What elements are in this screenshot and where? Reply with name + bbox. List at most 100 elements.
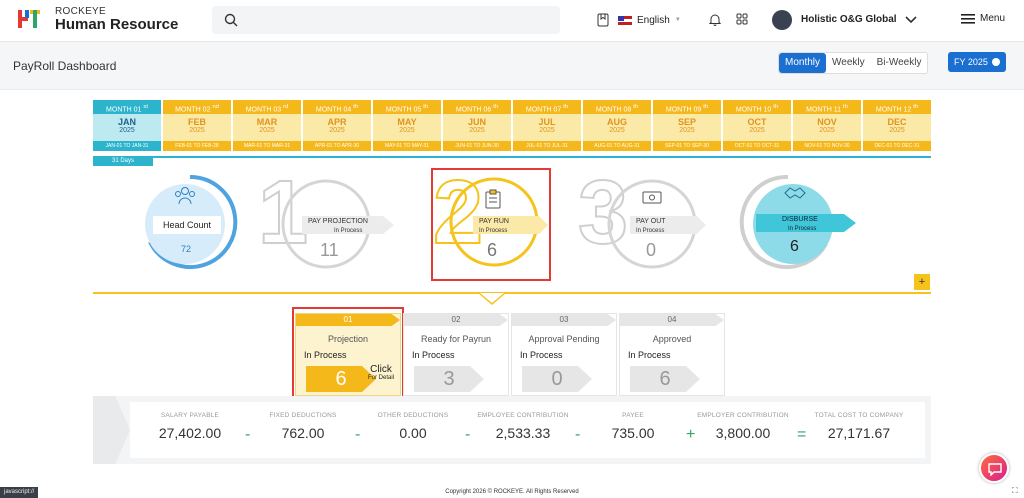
month-card-dec[interactable]: MONTH 12 th DEC 2025 DEC-01 TO DEC-31 xyxy=(863,100,931,151)
month-range: DEC-01 TO DEC-31 xyxy=(863,141,931,151)
handshake-icon xyxy=(784,187,806,199)
highlight-box xyxy=(431,168,551,281)
step-title: Approval Pending xyxy=(528,334,600,344)
month-name: OCT xyxy=(747,117,767,127)
step-title: Projection xyxy=(327,334,369,344)
month-name: DEC xyxy=(887,117,907,127)
summary-arrow xyxy=(93,396,130,464)
month-number: MONTH 06 xyxy=(455,106,492,114)
avatar[interactable] xyxy=(772,10,792,30)
add-button[interactable]: + xyxy=(914,274,930,290)
team-icon xyxy=(175,187,195,205)
bookmark-icon[interactable] xyxy=(597,13,609,27)
step-approved[interactable]: 04 Approved In Process 6 xyxy=(619,313,725,396)
stage-divider xyxy=(93,292,931,294)
user-name[interactable]: Holistic O&G Global xyxy=(801,14,897,25)
top-header: ROCKEYE Human Resource English ▼ Holisti… xyxy=(0,0,1024,42)
stage-disburse[interactable]: DISBURSE In Process 6 xyxy=(738,172,858,272)
summary-employer-contribution: EMPLOYER CONTRIBUTION 3,800.00 xyxy=(697,412,789,441)
month-year: 2025 xyxy=(119,127,135,134)
summary-fixed-deductions: FIXED DEDUCTIONS 762.00 xyxy=(269,412,337,441)
month-year: 2025 xyxy=(609,127,625,134)
page-subheader: PayRoll Dashboard Monthly Weekly Bi-Week… xyxy=(0,42,1024,90)
brand-name: ROCKEYE xyxy=(55,6,107,17)
month-number: MONTH 07 xyxy=(525,106,562,114)
step-status: In Process xyxy=(412,350,455,360)
month-card-jul[interactable]: MONTH 07 th JUL 2025 JUL-01 TO JUL-31 xyxy=(513,100,581,151)
search-input[interactable] xyxy=(212,6,560,34)
month-card-aug[interactable]: MONTH 08 th AUG 2025 AUG-01 TO AUG-31 xyxy=(583,100,651,151)
bell-icon[interactable] xyxy=(709,13,721,26)
stage-value: 6 xyxy=(790,238,799,255)
month-range: FEB-01 TO FEB-28 xyxy=(163,141,231,151)
stage-tag: PAY OUT In Process xyxy=(630,216,706,234)
summary-other-deductions: OTHER DEDUCTIONS 0.00 xyxy=(377,412,449,441)
stage-value: 6 xyxy=(487,240,498,260)
month-card-nov[interactable]: MONTH 11 th NOV 2025 NOV-01 TO NOV-30 xyxy=(793,100,861,151)
period-weekly-button[interactable]: Weekly xyxy=(832,57,865,68)
month-name: AUG xyxy=(607,117,627,127)
cash-icon xyxy=(642,191,662,204)
fullscreen-icon[interactable]: ⛶ xyxy=(1012,486,1018,495)
month-range: OCT-01 TO OCT-31 xyxy=(723,141,791,151)
month-card-mar[interactable]: MONTH 03 rd MAR 2025 MAR-01 TO MAR-31 xyxy=(233,100,301,151)
apps-grid-icon[interactable] xyxy=(736,13,748,25)
month-card-jun[interactable]: MONTH 06 th JUN 2025 JUN-01 TO JUN-30 xyxy=(443,100,511,151)
rockeye-logo-icon[interactable] xyxy=(18,8,40,30)
month-name: JAN xyxy=(117,117,136,127)
step-title: Ready for Payrun xyxy=(420,334,492,344)
period-biweekly-button[interactable]: Bi-Weekly xyxy=(876,57,922,68)
step-approval-pending[interactable]: 03 Approval Pending In Process 0 xyxy=(511,313,617,396)
month-card-sep[interactable]: MONTH 09 th SEP 2025 SEP-01 TO SEP-30 xyxy=(653,100,721,151)
month-year: 2025 xyxy=(539,127,555,134)
month-year: 2025 xyxy=(889,127,905,134)
summary-operator: - xyxy=(465,426,471,443)
step-value: 6 xyxy=(630,366,700,392)
month-name: MAY xyxy=(397,117,417,127)
month-range: MAY-01 TO MAY-31 xyxy=(373,141,441,151)
month-year: 2025 xyxy=(259,127,275,134)
month-card-may[interactable]: MONTH 05 th MAY 2025 MAY-01 TO MAY-31 xyxy=(373,100,441,151)
menu-button[interactable]: Menu xyxy=(961,13,1005,24)
step-projection[interactable]: 01 Projection In Process 6 Click For Deta… xyxy=(295,313,401,396)
summary-employee-contribution: EMPLOYEE CONTRIBUTION 2,533.33 xyxy=(477,412,569,441)
month-number: MONTH 03 xyxy=(245,106,282,114)
summary-operator: - xyxy=(355,426,361,443)
clipboard-icon xyxy=(485,189,501,209)
month-name: JUN xyxy=(467,117,486,127)
month-range: APR-01 TO APR-30 xyxy=(303,141,371,151)
stage-headcount[interactable]: Head Count 72 xyxy=(140,172,240,272)
payroll-summary: SALARY PAYABLE 27,402.00 - FIXED DEDUCTIO… xyxy=(93,396,931,464)
step-status: In Process xyxy=(520,350,563,360)
period-monthly-button[interactable]: Monthly xyxy=(779,53,827,73)
month-card-jan[interactable]: MONTH 01 st JAN 2025 JAN-01 TO JAN-31 xyxy=(93,100,161,151)
headcount-label: Head Count xyxy=(153,216,221,234)
stage-tag: PAY RUN In Process xyxy=(473,216,548,234)
summary-operator: - xyxy=(575,426,581,443)
language-select[interactable]: English ▼ xyxy=(618,10,694,30)
step-number: 04 xyxy=(620,314,724,326)
stage-pay-run[interactable]: 2 PAY RUN In Process 6 xyxy=(432,162,552,276)
stage-pay-projection[interactable]: 1 PAY PROJECTION In Process 11 xyxy=(257,162,394,273)
stage-pay-out[interactable]: 3 PAY OUT In Process 0 xyxy=(577,162,713,273)
month-card-apr[interactable]: MONTH 04 th APR 2025 APR-01 TO APR-30 xyxy=(303,100,371,151)
fiscal-year-dropdown[interactable]: FY 2025 xyxy=(948,52,1006,72)
click-for-detail[interactable]: Click For Detail xyxy=(368,364,395,381)
month-range: AUG-01 TO AUG-31 xyxy=(583,141,651,151)
chat-button[interactable] xyxy=(979,453,1009,483)
step-status: In Process xyxy=(304,350,347,360)
fiscal-year-label: FY 2025 xyxy=(954,57,988,67)
month-year: 2025 xyxy=(819,127,835,134)
step-title: Approved xyxy=(652,334,692,344)
month-card-feb[interactable]: MONTH 02 nd FEB 2025 FEB-01 TO FEB-28 xyxy=(163,100,231,151)
footer-copyright: Copyright 2026 © ROCKEYE. All Rights Res… xyxy=(445,489,579,495)
month-card-oct[interactable]: MONTH 10 th OCT 2025 OCT-01 TO OCT-31 xyxy=(723,100,791,151)
summary-total-cost: TOTAL COST TO COMPANY 27,171.67 xyxy=(814,412,904,441)
stage-value: 11 xyxy=(320,240,339,260)
month-number: MONTH 05 xyxy=(385,106,422,114)
us-flag-icon xyxy=(618,15,632,25)
month-range: NOV-01 TO NOV-30 xyxy=(793,141,861,151)
chat-bubble-icon xyxy=(988,463,1002,476)
step-ready-for-payrun[interactable]: 02 Ready for Payrun In Process 3 xyxy=(403,313,509,396)
chevron-down-icon[interactable] xyxy=(904,12,918,26)
